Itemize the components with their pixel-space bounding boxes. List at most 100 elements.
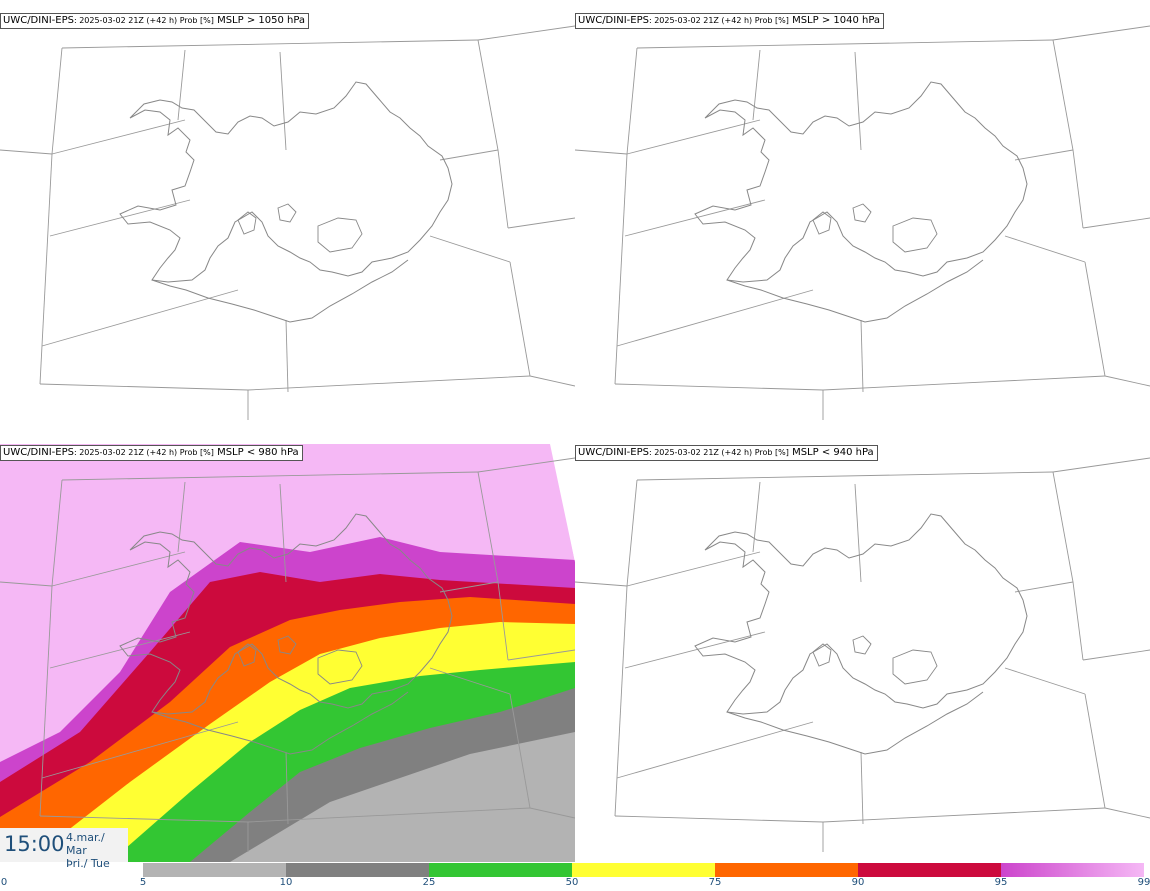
graticule-line — [0, 149, 53, 155]
graticule-line — [49, 631, 191, 669]
graticule-line — [636, 39, 1054, 49]
valid-time: 15:00 — [4, 832, 65, 856]
graticule-line — [860, 751, 864, 825]
colorbar-segment — [286, 863, 429, 877]
graticule-line — [1104, 807, 1150, 819]
graticule-line — [507, 217, 575, 229]
graticule-line — [1082, 649, 1150, 661]
model-name: UWC/DINI-EPS — [578, 15, 649, 26]
graticule-line — [614, 153, 628, 385]
graticule-line — [752, 49, 761, 121]
iceland-coastline — [694, 81, 1028, 283]
panel-title: UWC/DINI-EPS: 2025-03-02 21Z (+42 h) Pro… — [575, 13, 885, 29]
graticule-line — [1084, 693, 1106, 809]
graticule-line — [51, 551, 186, 587]
glacier-outline — [852, 203, 872, 223]
graticule-line — [1052, 457, 1150, 473]
model-name: UWC/DINI-EPS — [578, 447, 649, 458]
graticule-line — [614, 585, 628, 817]
graticule-line — [575, 149, 628, 155]
graticule-line — [1052, 471, 1084, 661]
valid-date: 4.mar./ Mar Þri./ Tue — [66, 831, 128, 870]
glacier-outline — [812, 643, 832, 667]
iceland-coastline — [119, 513, 453, 715]
parameter-label: MSLP < 940 hPa — [792, 447, 874, 458]
glacier-outline — [237, 211, 257, 235]
graticule-line — [39, 375, 531, 391]
graticule-line — [529, 375, 575, 387]
colorbar-segment — [715, 863, 858, 877]
map-panel-3: UWC/DINI-EPS: 2025-03-02 21Z (+42 h) Pro… — [0, 432, 575, 862]
iceland-map — [0, 25, 575, 420]
graticule-line — [439, 581, 499, 593]
graticule-line — [1014, 149, 1074, 161]
colorbar-tick-label: 90 — [851, 877, 865, 888]
colorbar-segment — [143, 863, 286, 877]
graticule-line — [626, 551, 761, 587]
glacier-outline — [317, 649, 363, 685]
iceland-coastline — [119, 81, 453, 283]
colorbar-segment — [0, 863, 143, 877]
graticule-line — [626, 479, 638, 587]
map-layer — [575, 457, 1150, 852]
prob-band-5 — [230, 732, 575, 862]
graticule-line — [1084, 261, 1106, 377]
colorbar-tick-label: 50 — [565, 877, 579, 888]
graticule-line — [507, 649, 575, 661]
graticule-line — [285, 319, 289, 393]
graticule-line — [1004, 667, 1086, 695]
colorbar-tick-label: 99 — [1137, 877, 1150, 888]
graticule-line — [51, 47, 63, 155]
colorbar-tick-label: 0 — [0, 877, 8, 888]
graticule-line — [477, 471, 509, 661]
graticule-line — [626, 47, 638, 155]
south-coastline — [726, 259, 984, 323]
graticule-line — [477, 39, 509, 229]
colorbar-segment — [572, 863, 715, 877]
graticule-line — [1052, 25, 1150, 41]
parameter-label: MSLP > 1050 hPa — [217, 15, 306, 26]
graticule-line — [279, 51, 287, 151]
graticule-line — [41, 289, 239, 347]
model-name: UWC/DINI-EPS — [3, 15, 74, 26]
graticule-line — [177, 481, 186, 553]
map-layer — [0, 444, 575, 862]
graticule-line — [636, 471, 1054, 481]
graticule-line — [1082, 217, 1150, 229]
glacier-outline — [812, 211, 832, 235]
graticule-line — [854, 51, 862, 151]
glacier-outline — [892, 649, 938, 685]
graticule-line — [614, 375, 1106, 391]
parameter-label: MSLP < 980 hPa — [217, 447, 299, 458]
graticule-line — [279, 483, 287, 583]
iceland-map-filled — [0, 444, 575, 862]
valid-time-box: 15:00 4.mar./ Mar Þri./ Tue — [0, 828, 128, 870]
glacier-outline — [237, 643, 257, 667]
graticule-line — [1004, 235, 1086, 263]
glacier-outline — [892, 217, 938, 253]
graticule-line — [429, 667, 511, 695]
graticule-line — [509, 261, 531, 377]
graticule-line — [509, 693, 531, 809]
iceland-map — [575, 25, 1150, 420]
graticule-line — [429, 235, 511, 263]
glacier-outline — [277, 635, 297, 655]
graticule-line — [51, 479, 63, 587]
colorbar-tick-label: 10 — [279, 877, 293, 888]
graticule-line — [624, 199, 766, 237]
colorbar-segment — [429, 863, 572, 877]
map-layer — [575, 25, 1150, 420]
graticule-line — [616, 721, 814, 779]
graticule-line — [752, 481, 761, 553]
colorbar-tick-label: 75 — [708, 877, 722, 888]
graticule-line — [626, 119, 761, 155]
graticule-line — [51, 119, 186, 155]
iceland-map — [575, 457, 1150, 852]
glacier-outline — [277, 203, 297, 223]
glacier-outline — [317, 217, 363, 253]
map-panel-1: UWC/DINI-EPS: 2025-03-02 21Z (+42 h) Pro… — [0, 0, 575, 430]
panel-title: UWC/DINI-EPS: 2025-03-02 21Z (+42 h) Pro… — [0, 445, 303, 461]
glacier-outline — [852, 635, 872, 655]
graticule-line — [285, 751, 289, 825]
run-info: : 2025-03-02 21Z (+42 h) Prob [%] — [73, 16, 214, 25]
